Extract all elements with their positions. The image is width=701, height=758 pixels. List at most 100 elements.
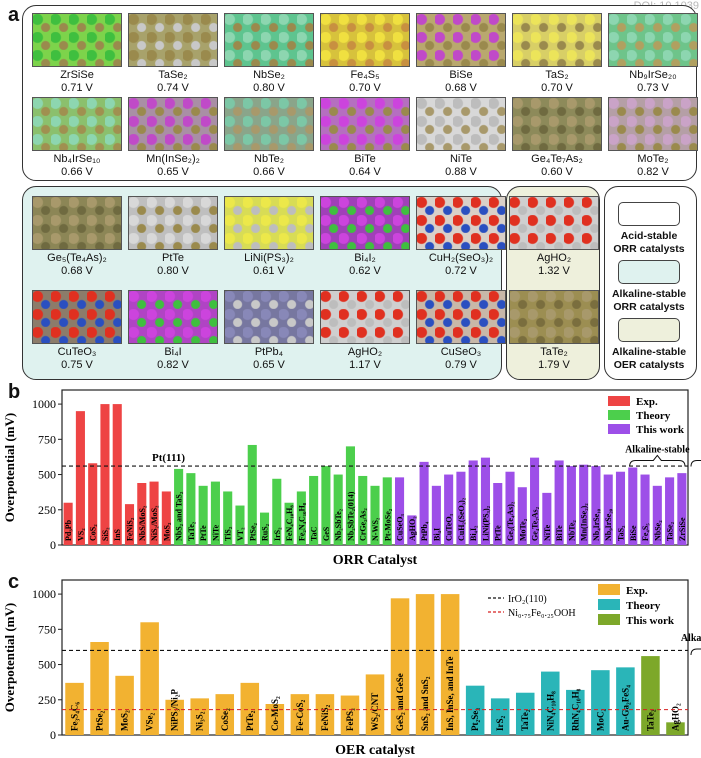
- legend-swatch: [608, 424, 630, 434]
- bar: [210, 481, 220, 545]
- bar: [124, 504, 135, 545]
- bar-label: BiSe: [629, 525, 638, 541]
- acid-catalyst-structure-image: [416, 97, 506, 151]
- bar-label: NiS₂/MoS₂: [150, 505, 159, 541]
- acid-catalyst-name: Nb₄IrSe₁₀: [53, 153, 101, 165]
- acid-catalyst-structure-image: [320, 13, 410, 67]
- y-tick-label: 250: [38, 503, 56, 517]
- bar: [265, 704, 285, 735]
- bar-label: MoC₂: [595, 709, 605, 731]
- legend-swatch: [598, 584, 620, 595]
- group-brace: [629, 454, 686, 467]
- bar: [566, 466, 576, 545]
- bar: [340, 695, 360, 735]
- bar-label: NbSe₂: [653, 520, 662, 541]
- bar: [149, 481, 159, 545]
- bar: [112, 404, 122, 545]
- bar: [566, 689, 585, 735]
- orr-chart: 0 250 500 750 1000 Overpotential (mV) ORR Cata…: [2, 389, 701, 568]
- bar: [315, 694, 335, 735]
- acid-catalyst-value: 0.80 V: [253, 82, 285, 94]
- bar: [333, 474, 343, 545]
- bar-label: Nb₂SbTe₂(014): [346, 491, 355, 541]
- alk-orr-catalyst-structure-image: [32, 290, 122, 344]
- legend-label: This work: [636, 424, 685, 436]
- acid-catalyst-name: NbTe₂: [254, 153, 284, 165]
- bar: [579, 464, 589, 545]
- bar: [198, 485, 208, 545]
- bar: [390, 598, 410, 735]
- alk-oer-catalyst-structure-image: [509, 290, 599, 344]
- bar: [591, 466, 601, 545]
- bar-label: InS, InSe, and InTe: [445, 657, 455, 731]
- bar: [615, 471, 626, 545]
- acid-catalyst-structure-image: [608, 13, 698, 67]
- bar-label: GeS₂ and GeSe: [395, 673, 405, 731]
- acid-catalyst-name: ZrSiSe: [60, 69, 94, 81]
- acid-catalyst-name: MoTe₂: [637, 153, 669, 165]
- alk-oer-catalyst-structure-image: [509, 196, 599, 250]
- legend-label: Exp.: [636, 396, 658, 408]
- bar: [190, 698, 209, 735]
- alk-orr-catalyst-structure-image: [128, 290, 218, 344]
- x-axis-label: OER catalyst: [335, 743, 415, 758]
- acid-catalyst-structure-image: [512, 97, 602, 151]
- bar: [541, 671, 560, 735]
- y-tick-label: 250: [38, 693, 56, 707]
- bar: [345, 446, 355, 545]
- bar: [641, 656, 660, 735]
- legend-swatch: [608, 410, 630, 420]
- alk-orr-catalyst-value: 0.62 V: [349, 265, 381, 277]
- acid-catalyst-value: 0.60 V: [541, 166, 573, 178]
- bar: [665, 477, 675, 545]
- bar: [235, 505, 245, 545]
- bar: [419, 461, 429, 545]
- bar: [90, 642, 109, 735]
- bar-label: RuS₂: [261, 523, 270, 541]
- oer-chart: 0 250 500 750 1000 Overpotential (mV) OER cata…: [2, 579, 701, 758]
- bar: [591, 670, 610, 735]
- bar-label: Fe₂N₄C₁₀H₈: [297, 502, 306, 541]
- alk-orr-catalyst-name: LiNi(PS₃)₂: [244, 252, 294, 264]
- bar: [440, 594, 460, 735]
- bar-label: Mn(InSe₂)₂: [580, 503, 589, 541]
- bar: [247, 444, 257, 545]
- y-tick-label: 750: [38, 432, 56, 446]
- acid-catalyst-structure-image: [224, 13, 314, 67]
- legend-label: Theory: [626, 600, 661, 612]
- y-tick-label: 1000: [32, 587, 56, 601]
- bar: [515, 692, 535, 735]
- bar-label: NbS₂ and TaS₂: [175, 491, 184, 541]
- bar-label: TaTe₂: [645, 709, 655, 731]
- bar-label: FeNiS₂: [320, 705, 330, 731]
- acid-catalyst-value: 0.66 V: [61, 166, 93, 178]
- acid-catalyst-value: 0.65 V: [157, 166, 189, 178]
- alk-orr-catalyst-name: Ge₅(Te₄As)₂: [47, 252, 107, 264]
- acid-catalyst-value: 0.70 V: [349, 82, 381, 94]
- bar: [272, 478, 282, 545]
- bar-label: CoSe₂: [220, 708, 230, 731]
- reference-legend-label: Ni₀.₇₅Fe₀.₂₅OOH: [508, 608, 576, 619]
- acid-catalyst-name: TaS₂: [545, 69, 569, 81]
- y-axis-label: Overpotential (mV): [2, 413, 17, 522]
- bar-label: Fe₄S₅: [641, 523, 650, 541]
- group-brace: [690, 648, 701, 656]
- alk-orr-catalyst-value: 0.72 V: [445, 265, 477, 277]
- bar: [259, 512, 270, 545]
- y-tick-label: 1000: [32, 397, 56, 411]
- bar-label: AgHO₂: [670, 703, 680, 731]
- bar-label: CuTeO₃: [445, 513, 454, 541]
- bar: [603, 474, 613, 545]
- bar-label: IrS₂: [495, 715, 505, 731]
- alk-orr-catalyst-structure-image: [320, 290, 410, 344]
- acid-catalyst-name: Nb₉IrSe₂₀: [629, 69, 677, 81]
- alk-orr-catalyst-name: AgHO₂: [347, 346, 383, 358]
- bar-label: Nb₂SbTe₂: [334, 508, 343, 541]
- alk-orr-catalyst-value: 0.65 V: [253, 359, 285, 371]
- bar-label: VSe₂: [145, 713, 155, 731]
- bar: [530, 457, 540, 545]
- bar-label: PtTe: [199, 525, 208, 541]
- alk-orr-catalyst-value: 0.61 V: [253, 265, 285, 277]
- bar-label: Nb₉IrSe₂₀: [604, 508, 613, 541]
- bar-label: N-WS₂: [371, 517, 380, 541]
